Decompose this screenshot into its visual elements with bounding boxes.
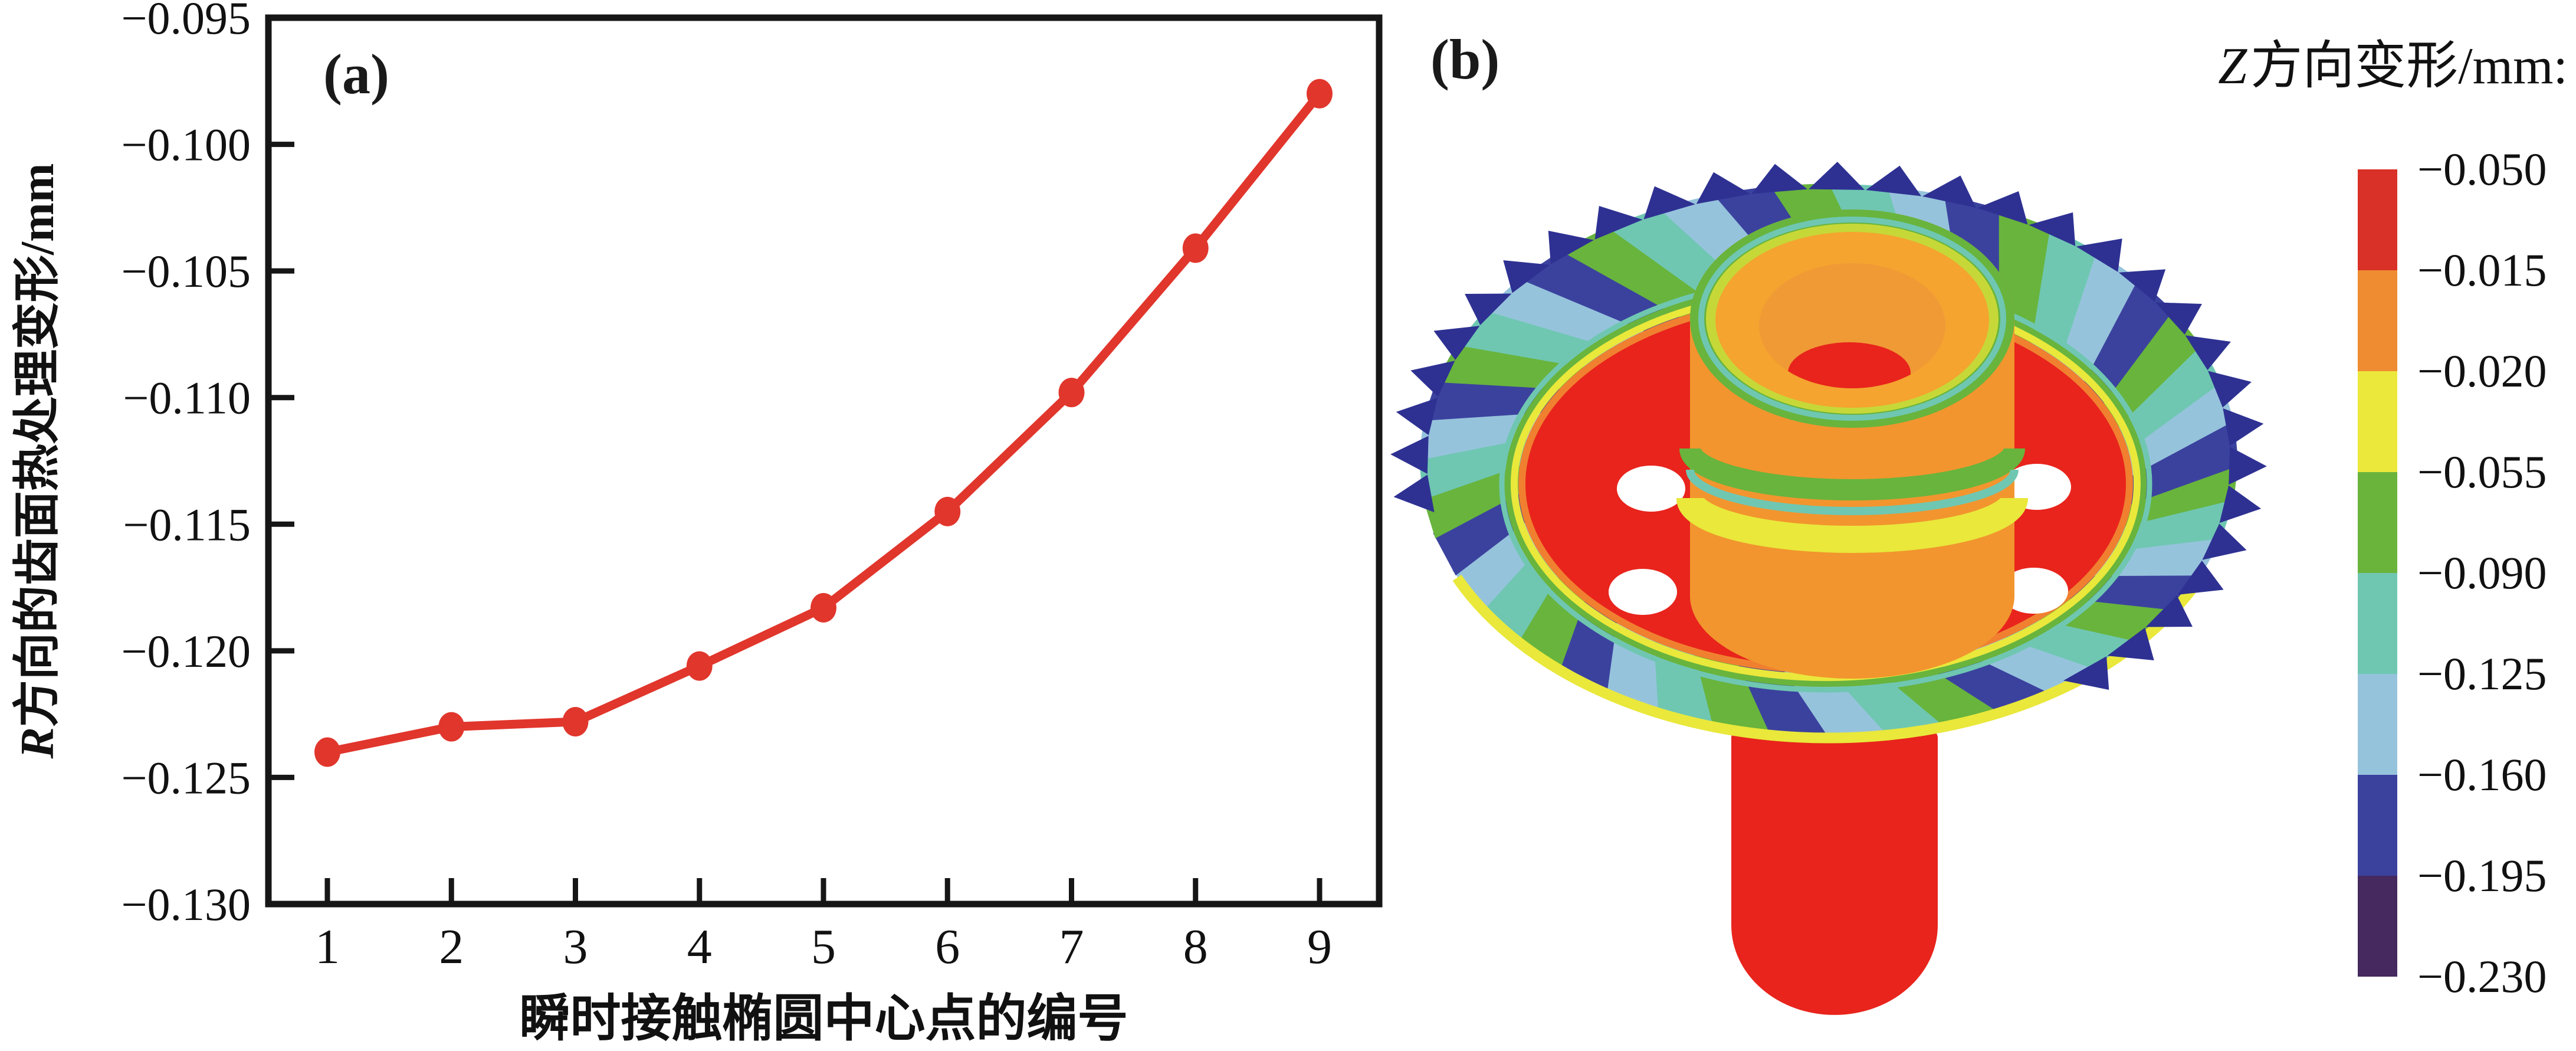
gear-tooth-tip: [1390, 436, 1429, 474]
x-tick-label: 6: [935, 919, 960, 974]
gear-tooth-tip: [2185, 335, 2231, 371]
gear-tooth-tip: [2107, 627, 2154, 660]
x-tick-label: 3: [563, 919, 588, 974]
data-point: [562, 707, 589, 737]
gear-tooth-tip: [1808, 162, 1865, 190]
colorbar-tick-label: −0.020: [2417, 345, 2547, 397]
gear-figure: [1390, 162, 2267, 1015]
y-tick-label: −0.125: [122, 752, 251, 803]
data-point: [1058, 378, 1085, 408]
colorbar-block: [2358, 876, 2397, 977]
colorbar-block: [2358, 270, 2397, 371]
data-point: [810, 592, 836, 623]
data-point: [1182, 233, 1209, 263]
gear-tooth-tip: [2076, 238, 2122, 272]
gear-tooth-tip: [1393, 474, 1435, 513]
colorbar-tick-label: −0.055: [2417, 446, 2547, 497]
colorbar-tick-label: −0.125: [2417, 648, 2547, 699]
data-point: [314, 737, 340, 767]
gear-tooth-tip: [2202, 523, 2247, 560]
colorbar-tick-label: −0.090: [2417, 547, 2547, 598]
data-point: [686, 651, 713, 681]
data-point: [1307, 78, 1333, 109]
colorbar-title: Z方向变形/mm:: [2084, 24, 2568, 99]
colorbar-block: [2358, 674, 2397, 775]
bolt-hole: [1617, 466, 1685, 512]
x-tick-label: 8: [1183, 919, 1208, 974]
x-tick-label: 4: [687, 919, 712, 974]
hub-ring-teal: [1698, 217, 2006, 421]
gear-tooth-tip: [2177, 560, 2224, 595]
colorbar: [2358, 169, 2397, 977]
gear-tooth-tip: [2029, 212, 2076, 246]
x-tick-label: 1: [315, 919, 340, 974]
gear-tooth-tip: [1643, 186, 1695, 220]
y-tick-label: −0.095: [122, 0, 251, 44]
panel-a-label-text: (a): [323, 42, 389, 106]
gear-tooth-tip: [2063, 656, 2109, 690]
colorbar-title-z: Z: [2218, 38, 2247, 95]
colorbar-title-rest: 方向变形/mm:: [2250, 38, 2568, 95]
panel-b-label-text: (b): [1430, 28, 1500, 91]
gear-tooth-tip: [2223, 408, 2264, 446]
gear-tooth-tip: [1751, 163, 1808, 194]
x-tick-label: 5: [811, 919, 836, 974]
colorbar-tick-label: −0.160: [2417, 749, 2547, 800]
hub-band-green: [1679, 447, 2025, 500]
gear-tooth-tip: [1866, 165, 1922, 197]
hub-band-yellow: [1676, 496, 2028, 553]
colorbar-block: [2358, 472, 2397, 573]
gear-tooth-tip: [1433, 326, 1480, 361]
gear-tooth-tip: [1548, 231, 1594, 264]
gear-tooth-tip: [1696, 172, 1751, 204]
x-tick-label: 2: [439, 919, 464, 974]
y-tick-label: −0.110: [123, 372, 251, 424]
colorbar-tick-label: −0.050: [2417, 143, 2547, 195]
line-chart: −0.095 −0.100 −0.105 −0.110 −0.115 −0.120 −0.1…: [12, 0, 1383, 1047]
gear-tooth-tip: [1503, 260, 1550, 293]
y-axis-title: R方向的齿面热处理变形/mm: [12, 163, 64, 759]
colorbar-block: [2358, 573, 2397, 674]
plot-frame: [265, 14, 1383, 908]
gear-tooth-tip: [2229, 447, 2267, 485]
gear-tooth-tip: [1594, 205, 1643, 240]
gear-tooth-tip: [2118, 269, 2166, 302]
y-tick-label: −0.105: [122, 245, 251, 297]
bolt-hole: [2000, 568, 2068, 614]
gear-tooth-tip: [1977, 191, 2028, 225]
hub-band-teal: [1686, 469, 2019, 515]
gear-shaft: [1731, 711, 1938, 1015]
data-point: [934, 496, 961, 526]
colorbar-tick-label: −0.195: [2417, 850, 2547, 901]
bore-red-patch: [1788, 342, 1911, 388]
gear-tooth-tip: [2208, 371, 2252, 408]
data-point: [438, 712, 465, 742]
gear-tooth-stripe: [1560, 224, 1724, 318]
gear-tooth-tip: [1465, 293, 1512, 325]
gear-tooth-tip: [2219, 485, 2262, 523]
y-tick-label: −0.130: [122, 879, 251, 930]
y-tick-label: −0.100: [122, 119, 251, 171]
gear-tooth-tip: [1922, 175, 1976, 208]
gear-tooth-tip: [2145, 595, 2193, 627]
gear-rim-yellow: [1452, 574, 2205, 744]
colorbar-tick-label: −0.230: [2417, 951, 2547, 1002]
x-tick-label: 9: [1307, 919, 1332, 974]
y-tick-label: −0.115: [123, 499, 251, 550]
panel-a-label: (a): [323, 41, 389, 107]
colorbar-block: [2358, 371, 2397, 472]
gear-tooth-tip: [1410, 361, 1455, 397]
colorbar-tick-label: −0.015: [2417, 244, 2547, 296]
bolt-hole: [1609, 569, 1677, 615]
data-line: [326, 91, 1323, 757]
colorbar-block: [2358, 775, 2397, 876]
colorbar-block: [2358, 169, 2397, 270]
gear-tooth-tip: [1396, 397, 1438, 436]
x-axis-title: 瞬时接触椭圆中心点的编号: [520, 990, 1128, 1047]
gear-tooth-tip: [2155, 302, 2202, 335]
x-tick-label: 7: [1059, 919, 1084, 974]
panel-b-label: (b): [1430, 27, 1499, 92]
y-tick-label: −0.120: [122, 626, 251, 677]
